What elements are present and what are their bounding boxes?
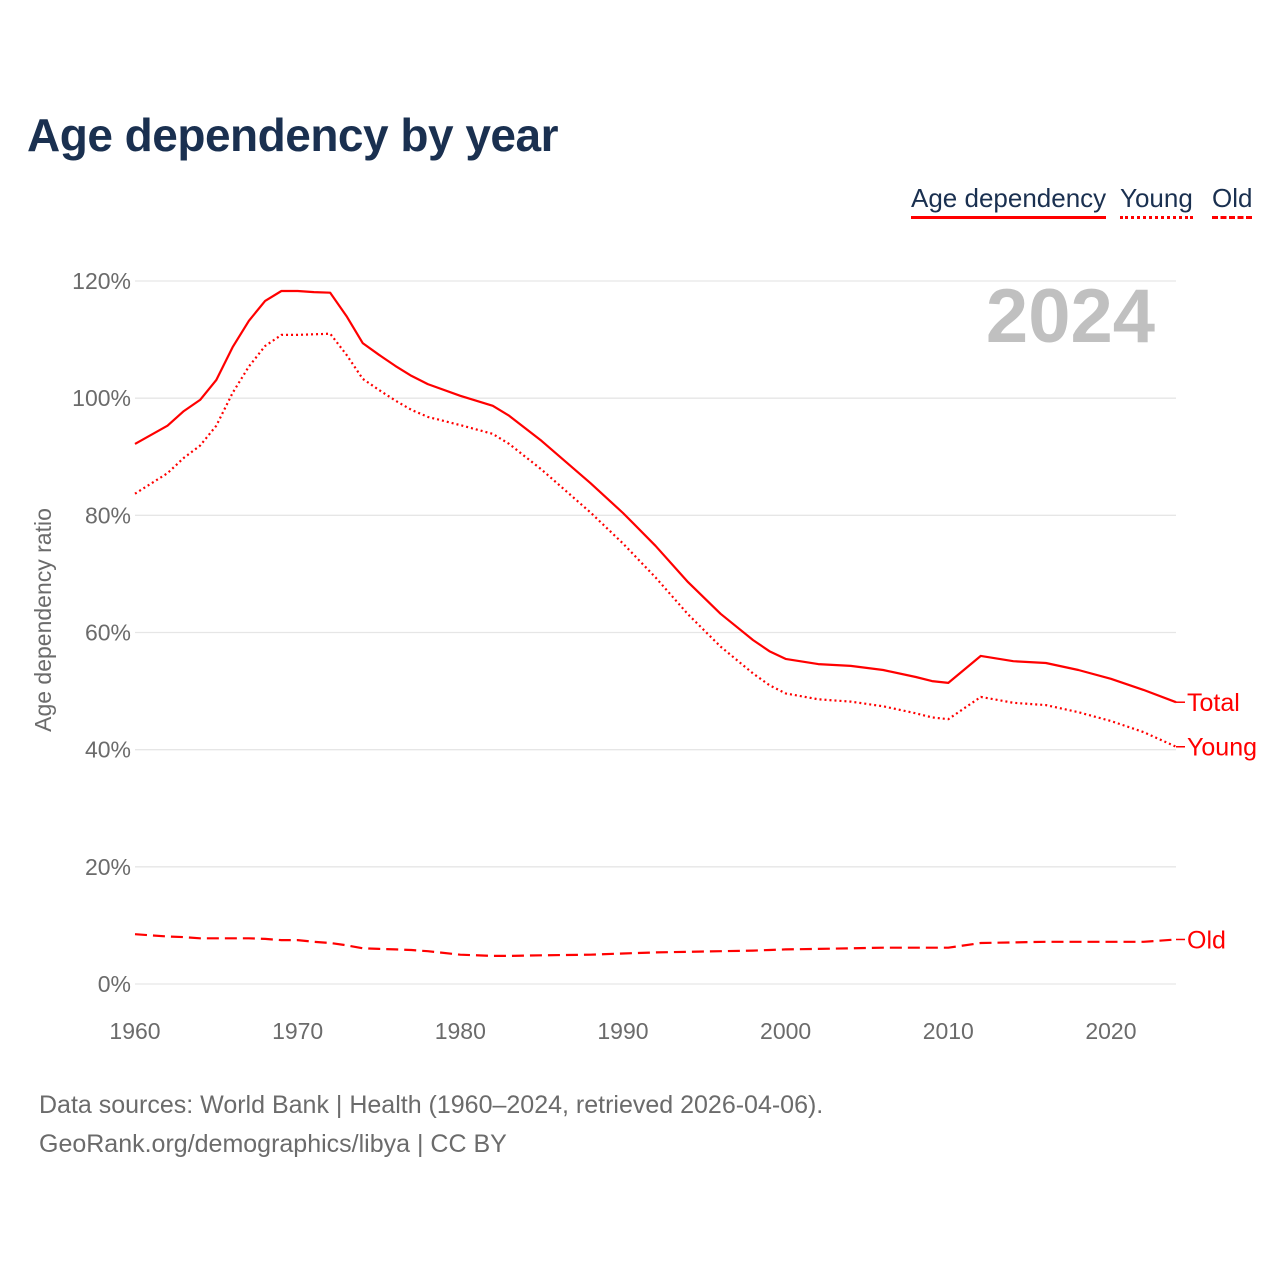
chart-title: Age dependency by year [27,109,558,161]
y-axis-label: Age dependency ratio [30,508,56,732]
end-label-young: Young [1187,734,1257,762]
end-label-total: Total [1187,689,1240,717]
footer-sources: Data sources: World Bank | Health (1960–… [39,1091,824,1119]
y-tick-label: 120% [72,268,131,294]
x-tick-label: 2020 [1085,1018,1136,1044]
y-tick-label: 60% [85,620,131,646]
x-tick-label: 1990 [597,1018,648,1044]
year-watermark: 2024 [986,274,1155,359]
x-tick-label: 1960 [109,1018,160,1044]
y-tick-label: 100% [72,385,131,411]
legend-item-young[interactable]: Young [1120,183,1193,219]
x-tick-label: 1970 [272,1018,323,1044]
legend-item-total[interactable]: Age dependency [911,183,1107,219]
series-line-old [134,933,1177,957]
end-label-old: Old [1187,926,1226,954]
legend-item-old[interactable]: Old [1212,183,1253,219]
footer-credit[interactable]: GeoRank.org/demographics/libya | CC BY [39,1130,507,1158]
footer: Data sources: World Bank | Health (1960–… [39,1086,823,1164]
x-tick-label: 1980 [435,1018,486,1044]
x-tick-label: 2000 [760,1018,811,1044]
series-line-total [134,289,1177,704]
x-tick-label: 2010 [923,1018,974,1044]
y-tick-label: 0% [98,971,131,997]
y-tick-label: 40% [85,737,131,763]
y-tick-label: 80% [85,502,131,528]
series-line-young [134,332,1177,748]
y-tick-label: 20% [85,854,131,880]
